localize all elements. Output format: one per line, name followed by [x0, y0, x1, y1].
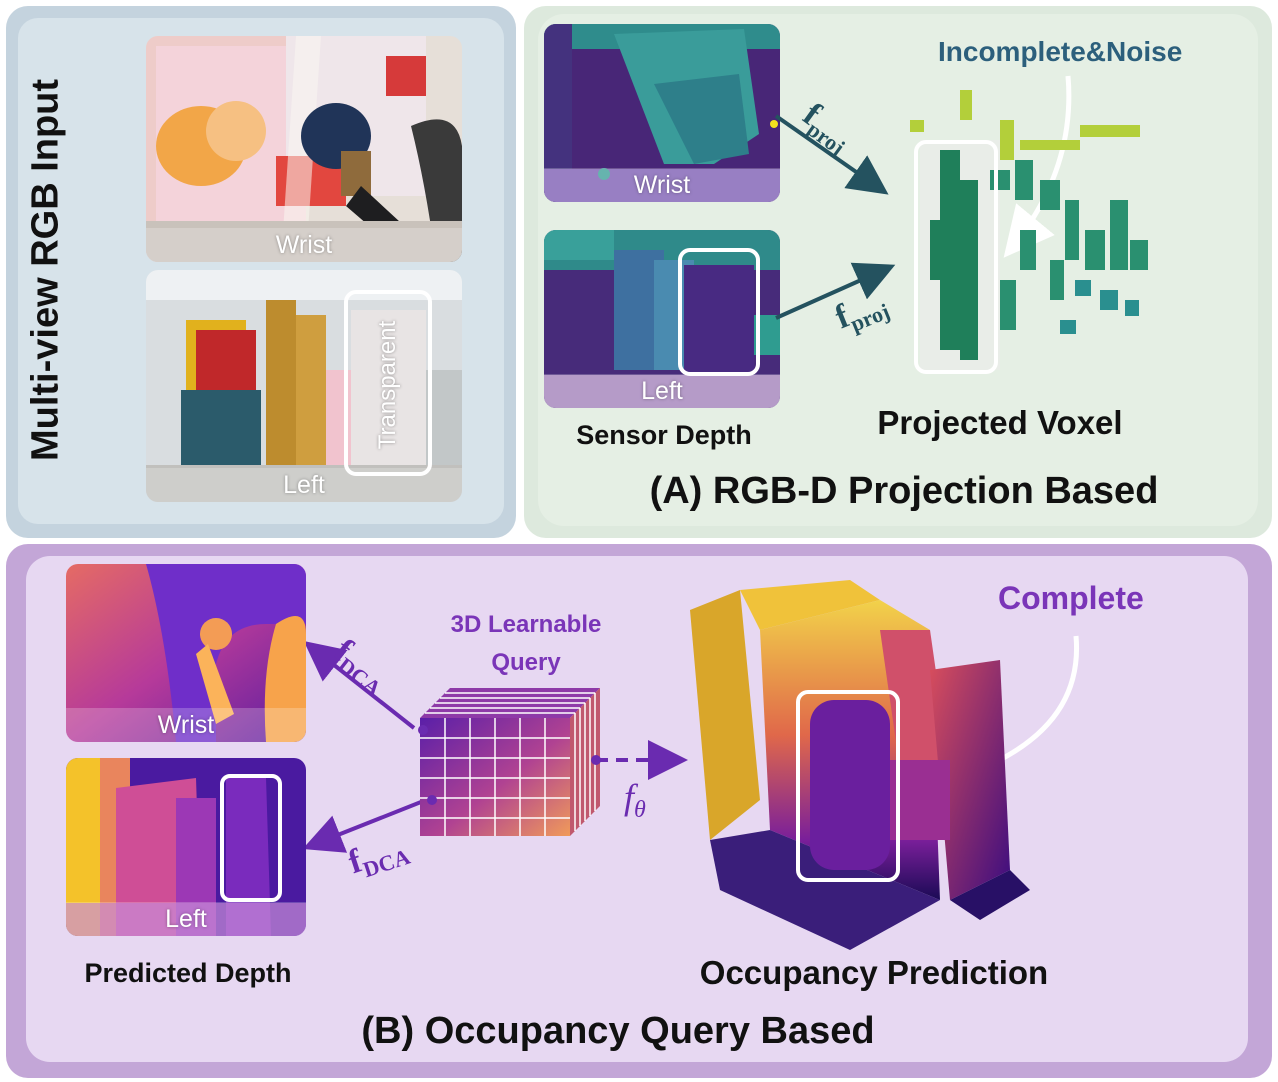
dca-arrow-left	[302, 798, 427, 853]
wrist-rgb-image: Wrist	[146, 36, 462, 262]
proj-arrow-wrist	[774, 114, 889, 195]
projected-voxel-highlight-box	[914, 140, 998, 374]
projected-voxel-image	[910, 90, 1148, 370]
dca-arrow-wrist	[303, 641, 416, 730]
sensor-depth-wrist-image: Wrist	[544, 24, 780, 202]
predicted-depth-label: Predicted Depth	[84, 958, 292, 988]
sensor-depth-label: Sensor Depth	[576, 420, 752, 450]
transparent-highlight-box	[344, 290, 432, 476]
predicted-depth-left-image: Left	[66, 758, 306, 936]
section-b-title: (B) Occupancy Query Based	[361, 1010, 875, 1052]
predicted-depth-highlight-box	[220, 774, 282, 902]
left-rgb-image: Left	[146, 270, 462, 502]
sensor-depth-highlight-box	[678, 248, 760, 376]
projected-voxel-label: Projected Voxel	[877, 404, 1123, 441]
predicted-depth-left-label: Left	[66, 902, 306, 936]
learnable-query-label: 3D Learnable Query	[450, 611, 602, 676]
wrist-rgb-label: Wrist	[146, 228, 462, 262]
section-a-title: (A) RGB-D Projection Based	[649, 470, 1159, 512]
learnable-query-cube	[418, 688, 601, 836]
predicted-depth-wrist-label: Wrist	[66, 708, 306, 742]
sensor-depth-left-image: Left	[544, 230, 780, 408]
incomplete-noise-label: Incomplete&Noise	[938, 36, 1183, 67]
complete-label: Complete	[998, 580, 1144, 616]
proj-arrow-left	[775, 262, 896, 320]
occupancy-prediction-label: Occupancy Prediction	[699, 954, 1049, 991]
sensor-depth-wrist-label: Wrist	[544, 168, 780, 202]
f-theta-label: fθ	[624, 777, 646, 824]
predicted-depth-wrist-image: Wrist	[66, 564, 306, 742]
sensor-depth-left-label: Left	[544, 374, 780, 408]
occupancy-prediction-image	[690, 580, 1030, 950]
occupancy-highlight-box	[796, 690, 900, 882]
